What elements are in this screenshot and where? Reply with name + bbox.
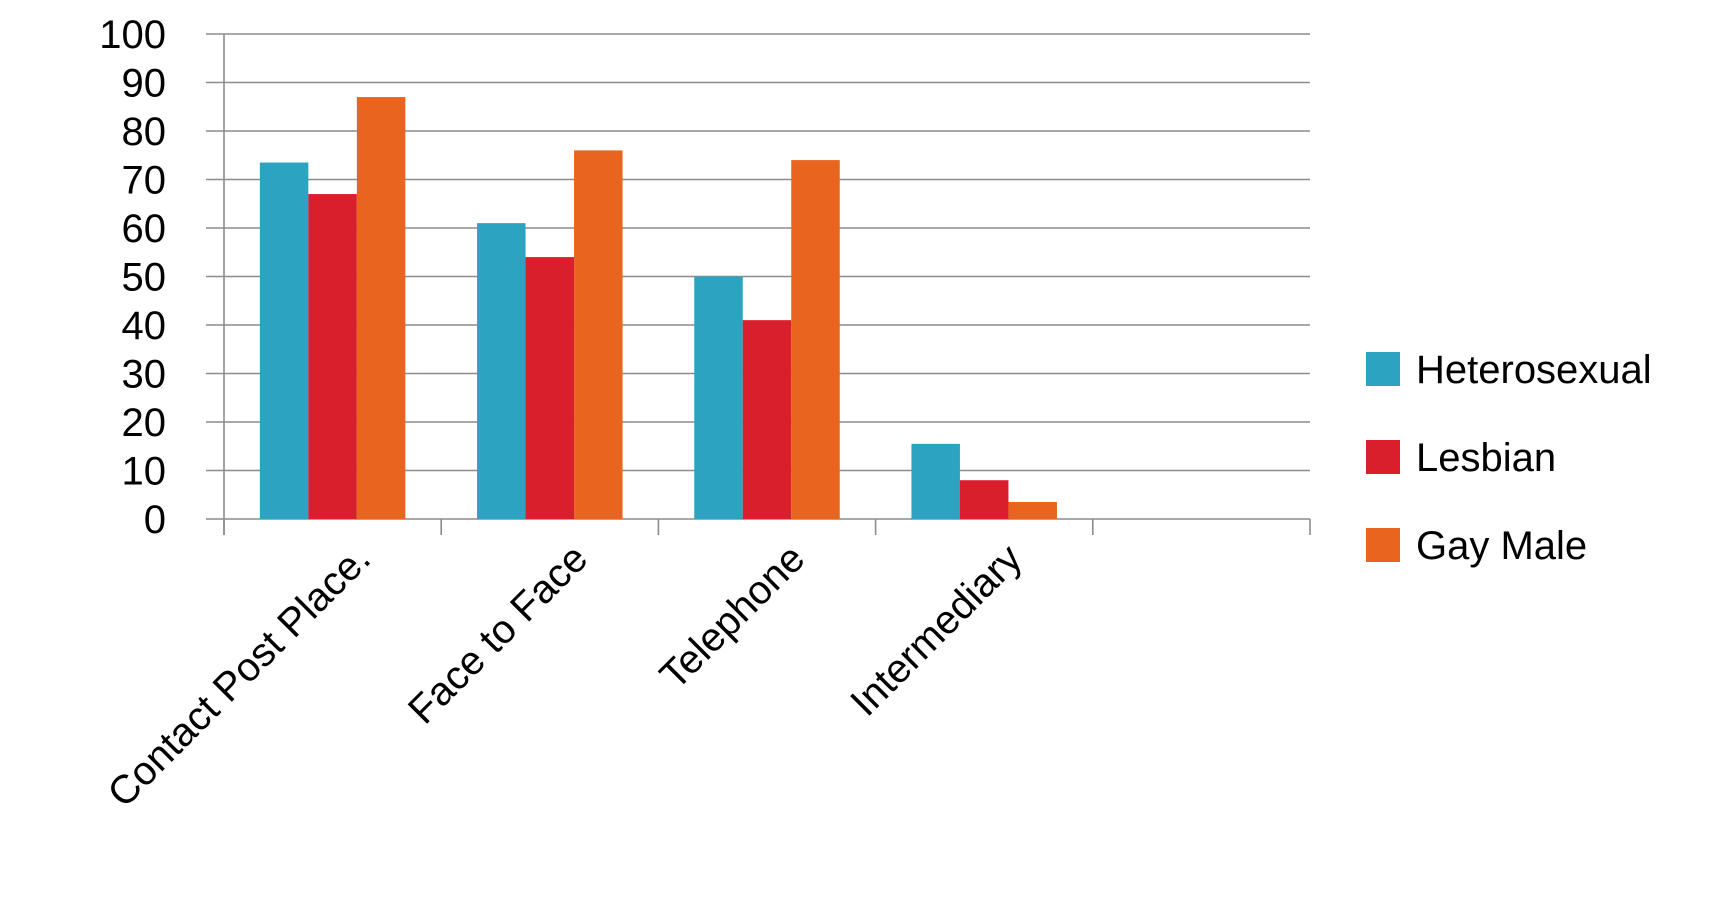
bars — [260, 97, 1057, 519]
y-tick-label: 40 — [122, 304, 167, 348]
y-tick-label: 100 — [99, 13, 166, 57]
bar — [526, 257, 575, 519]
bar — [260, 163, 309, 519]
bar — [308, 194, 357, 519]
bar — [791, 160, 840, 519]
y-tick-label: 70 — [122, 159, 167, 203]
y-tick-label: 80 — [122, 110, 167, 154]
legend-label: Gay Male — [1416, 524, 1587, 568]
x-category-label: Contact Post Place. — [99, 536, 379, 816]
bar — [574, 150, 623, 519]
y-tick-label: 10 — [122, 450, 167, 494]
x-category-label: Telephone — [652, 536, 814, 698]
bar — [357, 97, 406, 519]
x-axis-category-labels: Contact Post Place. Face to Face Telephone… — [99, 536, 1030, 816]
y-tick-label: 50 — [122, 256, 167, 300]
x-category-label: Intermediary — [842, 536, 1030, 724]
legend-label: Lesbian — [1416, 436, 1556, 480]
legend: Heterosexual Lesbian Gay Male — [1366, 348, 1652, 568]
y-tick-label: 90 — [122, 62, 167, 106]
legend-label: Heterosexual — [1416, 348, 1652, 392]
y-tick-label: 30 — [122, 353, 167, 397]
y-tick-label: 20 — [122, 401, 167, 445]
bar — [694, 277, 743, 520]
y-tick-label: 0 — [144, 498, 166, 542]
bar — [911, 444, 960, 519]
x-category-label: Face to Face — [400, 536, 596, 732]
bar — [1008, 502, 1056, 519]
legend-swatch — [1366, 528, 1400, 562]
bar — [477, 223, 526, 519]
bar — [743, 320, 792, 519]
legend-swatch — [1366, 440, 1400, 474]
bar — [960, 480, 1009, 519]
legend-swatch — [1366, 352, 1400, 386]
y-tick-label: 60 — [122, 207, 167, 251]
